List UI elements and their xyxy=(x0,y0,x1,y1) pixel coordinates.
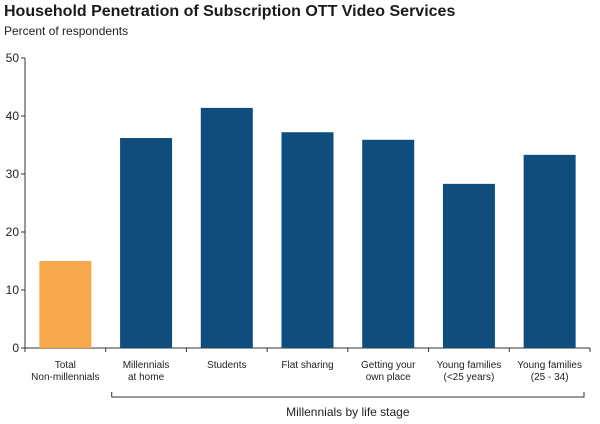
x-tick-label: Millennials xyxy=(123,360,170,371)
bar xyxy=(281,132,334,348)
x-tick-label: Flat sharing xyxy=(281,360,333,371)
x-tick-label: own place xyxy=(366,372,411,383)
y-tick-label: 40 xyxy=(6,109,20,123)
bar xyxy=(442,183,495,348)
x-tick-label: Non-millennials xyxy=(31,372,99,383)
x-tick-label: Getting your xyxy=(361,360,416,371)
bar xyxy=(120,138,173,348)
bar xyxy=(39,261,92,348)
y-tick-label: 50 xyxy=(6,51,20,65)
y-tick-label: 30 xyxy=(6,167,20,181)
bar xyxy=(523,154,576,348)
x-tick-label: Students xyxy=(207,360,246,371)
x-tick-label: Young families xyxy=(517,360,582,371)
chart-subtitle: Percent of respondents xyxy=(4,24,129,38)
x-tick-label: at home xyxy=(128,372,165,383)
group-bracket xyxy=(111,392,585,398)
chart-title: Household Penetration of Subscription OT… xyxy=(4,3,456,20)
x-tick-label: (25 - 34) xyxy=(531,372,569,383)
x-tick-label: (<25 years) xyxy=(443,372,494,383)
group-label: Millennials by life stage xyxy=(286,405,410,419)
y-tick-label: 10 xyxy=(6,283,20,297)
bar xyxy=(200,107,253,348)
bar xyxy=(362,139,415,348)
x-tick-label: Young families xyxy=(437,360,502,371)
y-tick-label: 20 xyxy=(6,225,20,239)
y-tick-label: 0 xyxy=(12,341,19,355)
x-tick-label: Total xyxy=(55,360,76,371)
